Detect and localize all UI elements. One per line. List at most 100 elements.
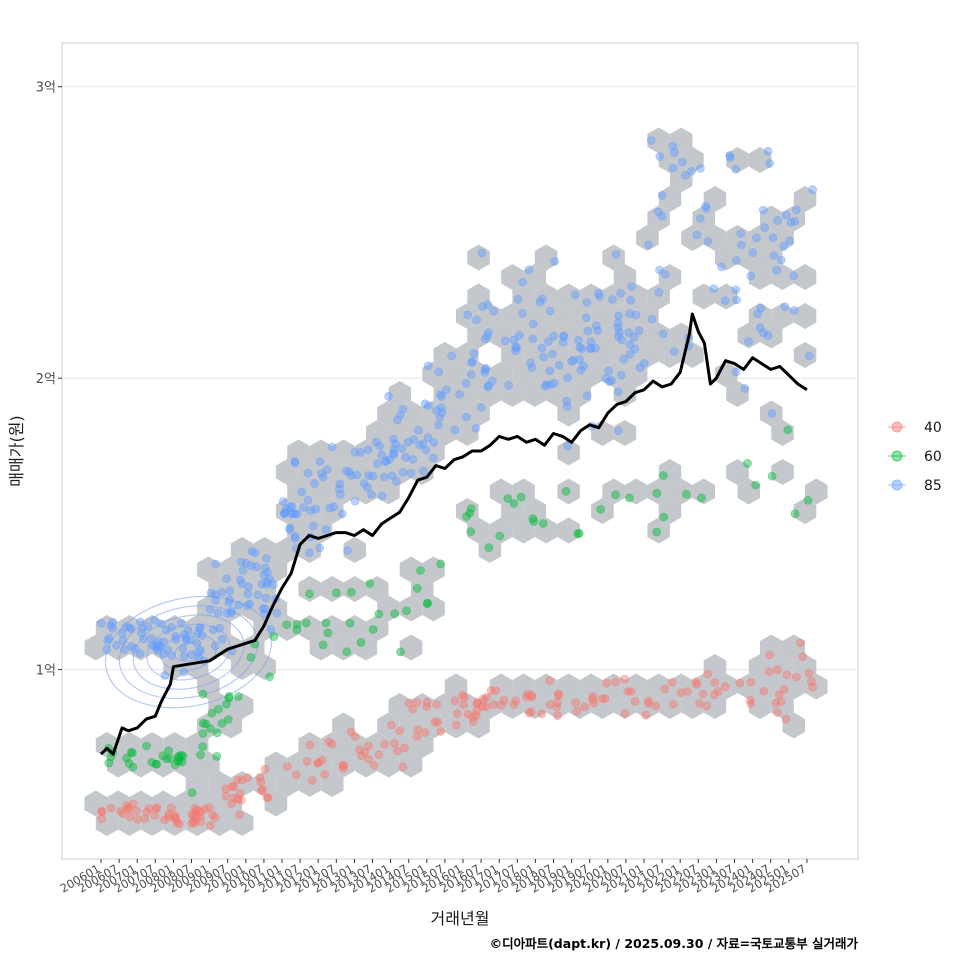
- point-85-655: [758, 205, 768, 215]
- hexbin-cell-21: [320, 771, 344, 797]
- point-60-243: [265, 672, 275, 682]
- point-85-596: [624, 328, 634, 337]
- hexbin-cell-294: [636, 342, 659, 368]
- hexbin-cell-236: [523, 342, 547, 368]
- point-40-117: [408, 704, 418, 714]
- legend-key-40: [891, 421, 903, 433]
- hexbin-cell-111: [332, 634, 355, 661]
- point-85-642: [646, 136, 656, 145]
- point-85-559: [528, 334, 538, 344]
- hexbin-cell-171: [219, 556, 243, 583]
- point-40-103: [422, 702, 432, 711]
- hexbin-cell-305: [748, 147, 772, 173]
- point-60-227: [198, 742, 207, 752]
- point-85-514: [429, 438, 439, 447]
- hexbin-cell-62: [703, 654, 727, 680]
- hexbin-cell-288: [715, 244, 738, 271]
- point-85-628: [756, 303, 766, 313]
- point-40-115: [472, 699, 482, 708]
- point-60-254: [305, 589, 314, 599]
- point-85-658: [772, 265, 782, 275]
- point-40-1: [210, 813, 220, 822]
- point-85-631: [709, 284, 719, 293]
- hexbin-cell-49: [557, 673, 580, 700]
- point-60-218: [128, 748, 137, 758]
- hexbin-cell-86: [129, 751, 153, 778]
- hexbin-cell-102: [275, 615, 299, 641]
- hexbin-cell-141: [647, 478, 670, 505]
- point-60-212: [104, 758, 114, 768]
- point-60-273: [466, 504, 476, 513]
- hexbin-cell-182: [309, 478, 333, 505]
- point-40-190: [713, 687, 723, 696]
- hexbin-cell-179: [287, 439, 310, 466]
- point-85-545: [500, 336, 510, 346]
- point-85-446: [290, 534, 300, 543]
- point-60-298: [790, 509, 800, 519]
- point-85-578: [524, 265, 534, 275]
- point-40-40: [164, 809, 174, 819]
- hexbin-cell-272: [703, 225, 727, 251]
- point-40-41: [97, 814, 106, 824]
- point-85-550: [544, 337, 553, 346]
- point-40-122: [491, 686, 501, 696]
- point-85-306: [171, 635, 181, 644]
- point-85-477: [377, 450, 386, 460]
- point-85-640: [736, 229, 746, 238]
- point-85-475: [377, 491, 387, 501]
- point-85-474: [387, 471, 397, 481]
- point-85-661: [732, 295, 742, 305]
- point-85-510: [367, 489, 376, 499]
- point-40-172: [691, 677, 701, 687]
- point-60-238: [207, 708, 217, 718]
- hexbin-cell-45: [568, 693, 592, 719]
- point-85-526: [582, 298, 592, 307]
- hexbin-cell-299: [726, 381, 749, 407]
- hexbin-cell-246: [624, 283, 648, 310]
- point-85-577: [625, 349, 635, 359]
- point-85-435: [303, 468, 313, 478]
- point-40-140: [597, 694, 607, 704]
- hexbin-cell-92: [219, 712, 243, 739]
- hexbin-cell-44: [433, 693, 456, 719]
- point-60-252: [282, 620, 292, 630]
- point-85-654: [639, 358, 649, 368]
- point-40-55: [257, 786, 266, 796]
- point-40-132: [620, 709, 630, 718]
- point-85-421: [337, 509, 347, 519]
- point-60-267: [365, 579, 375, 588]
- point-85-634: [657, 191, 667, 200]
- point-85-406: [237, 557, 246, 567]
- point-40-160: [774, 690, 784, 700]
- hexbin-cell-239: [501, 264, 524, 290]
- point-60-207: [152, 759, 161, 769]
- hexbin-cell-99: [242, 634, 265, 661]
- point-85-544: [469, 349, 479, 358]
- point-85-597: [512, 343, 522, 352]
- hexbin-cell-112: [422, 595, 445, 622]
- point-40-90: [354, 745, 364, 754]
- hexbin-cell-308: [681, 225, 704, 251]
- point-40-79: [369, 760, 379, 770]
- point-40-85: [363, 741, 373, 751]
- hexbin-cell-285: [726, 225, 749, 251]
- point-40-66: [364, 754, 373, 764]
- point-85-444: [305, 548, 314, 558]
- point-85-354: [154, 638, 163, 647]
- point-85-502: [450, 425, 460, 435]
- point-85-632: [781, 210, 791, 220]
- point-40-138: [552, 702, 562, 712]
- point-85-388: [222, 574, 231, 584]
- point-85-350: [97, 618, 106, 628]
- point-85-420: [290, 456, 300, 466]
- point-60-222: [174, 752, 183, 761]
- point-60-295: [652, 527, 662, 537]
- hexbin-cell-214: [602, 322, 625, 349]
- hexbin-cell-148: [118, 615, 141, 641]
- point-85-363: [213, 608, 223, 618]
- point-85-339: [150, 616, 159, 625]
- point-85-447: [311, 504, 320, 514]
- point-85-485: [397, 444, 406, 453]
- point-60-255: [374, 609, 384, 619]
- point-85-438: [299, 503, 308, 512]
